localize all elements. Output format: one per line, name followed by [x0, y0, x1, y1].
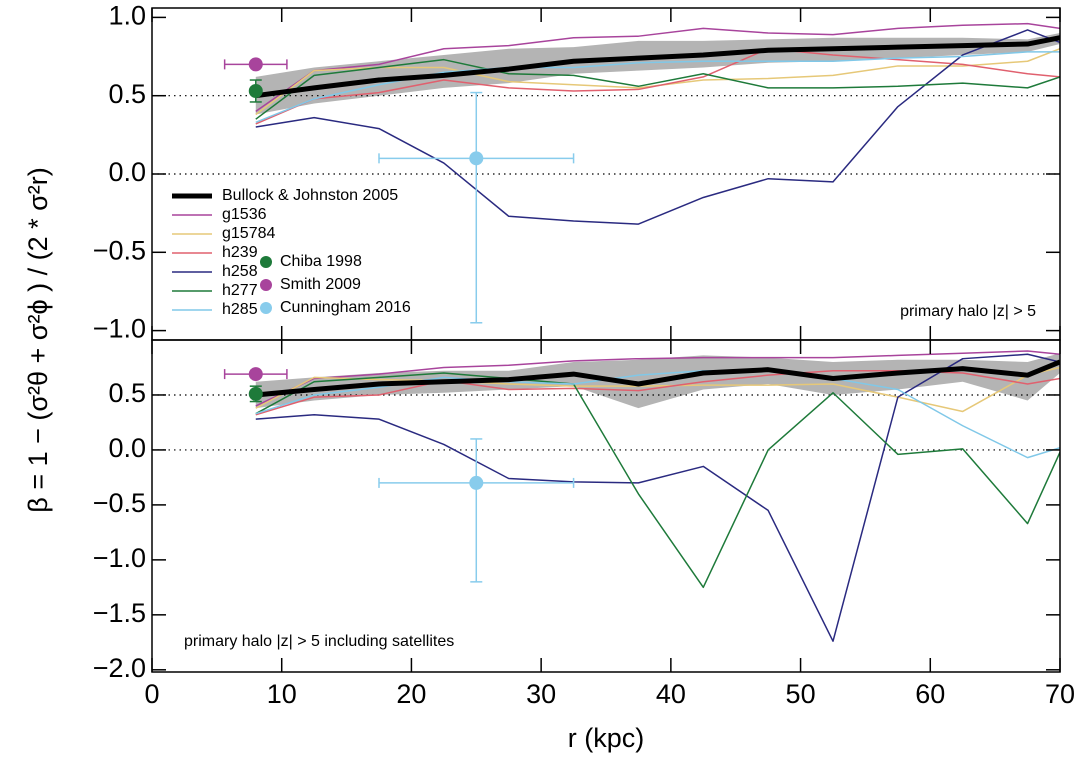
series-line — [255, 22, 1060, 112]
series-line — [255, 350, 1060, 407]
x-tick-label: 50 — [786, 679, 816, 709]
x-tick-label: 0 — [144, 679, 159, 709]
legend-label: Bullock & Johnston 2005 — [222, 187, 398, 204]
point — [248, 57, 263, 72]
y-tick-label: −1.5 — [93, 598, 146, 628]
x-axis-label: r (kpc) — [568, 723, 645, 753]
series-line — [255, 58, 1060, 120]
series-line — [255, 370, 1060, 416]
y-tick-label: 0.5 — [108, 79, 146, 109]
legend-label: h285 — [222, 301, 258, 318]
y-tick-label: 1.0 — [108, 1, 146, 31]
legend-label: h277 — [222, 282, 258, 299]
point — [248, 367, 263, 382]
y-tick-label: 0.0 — [108, 433, 146, 463]
legend-swatch — [260, 256, 272, 268]
x-tick-label: 70 — [1045, 679, 1075, 709]
series-line — [255, 51, 1060, 124]
legend-swatch — [260, 279, 272, 291]
legend-swatch — [260, 302, 272, 314]
band — [255, 33, 1060, 115]
x-tick-label: 10 — [267, 679, 297, 709]
legend-label: Chiba 1998 — [280, 253, 362, 270]
point — [248, 386, 263, 401]
y-tick-label: −2.0 — [93, 653, 146, 683]
series-line — [255, 35, 1060, 99]
y-tick-label: −1.0 — [93, 543, 146, 573]
series-line — [255, 48, 1060, 116]
x-tick-label: 30 — [526, 679, 556, 709]
series-line — [255, 359, 1060, 398]
legend-label: g15784 — [222, 225, 275, 242]
legend-label: g1536 — [222, 206, 267, 223]
y-tick-label: −1.0 — [93, 314, 146, 344]
y-tick-label: 0.5 — [108, 378, 146, 408]
annotation: primary halo |z| > 5 — [900, 303, 1036, 320]
point — [469, 151, 484, 166]
y-axis-label: β = 1 − (σ²θ + σ²ϕ ) / (2 * σ²r) — [23, 167, 53, 512]
x-tick-label: 20 — [396, 679, 426, 709]
panel-frame — [151, 339, 1061, 673]
y-tick-label: −0.5 — [93, 488, 146, 518]
series-line — [255, 372, 1060, 589]
legend-label: Cunningham 2016 — [280, 299, 411, 316]
point — [469, 475, 484, 490]
annotation: primary halo |z| > 5 including satellite… — [184, 633, 454, 650]
legend-label: Smith 2009 — [280, 276, 361, 293]
x-tick-label: 60 — [915, 679, 945, 709]
y-tick-label: 0.0 — [108, 157, 146, 187]
y-tick-label: −0.5 — [93, 235, 146, 265]
series-line — [255, 353, 1060, 642]
legend-label: h239 — [222, 244, 258, 261]
plot-area — [152, 350, 1060, 642]
legend-label: h258 — [222, 263, 258, 280]
plot-area — [152, 22, 1060, 225]
series-line — [255, 29, 1060, 225]
point — [248, 84, 263, 98]
x-tick-label: 40 — [656, 679, 686, 709]
